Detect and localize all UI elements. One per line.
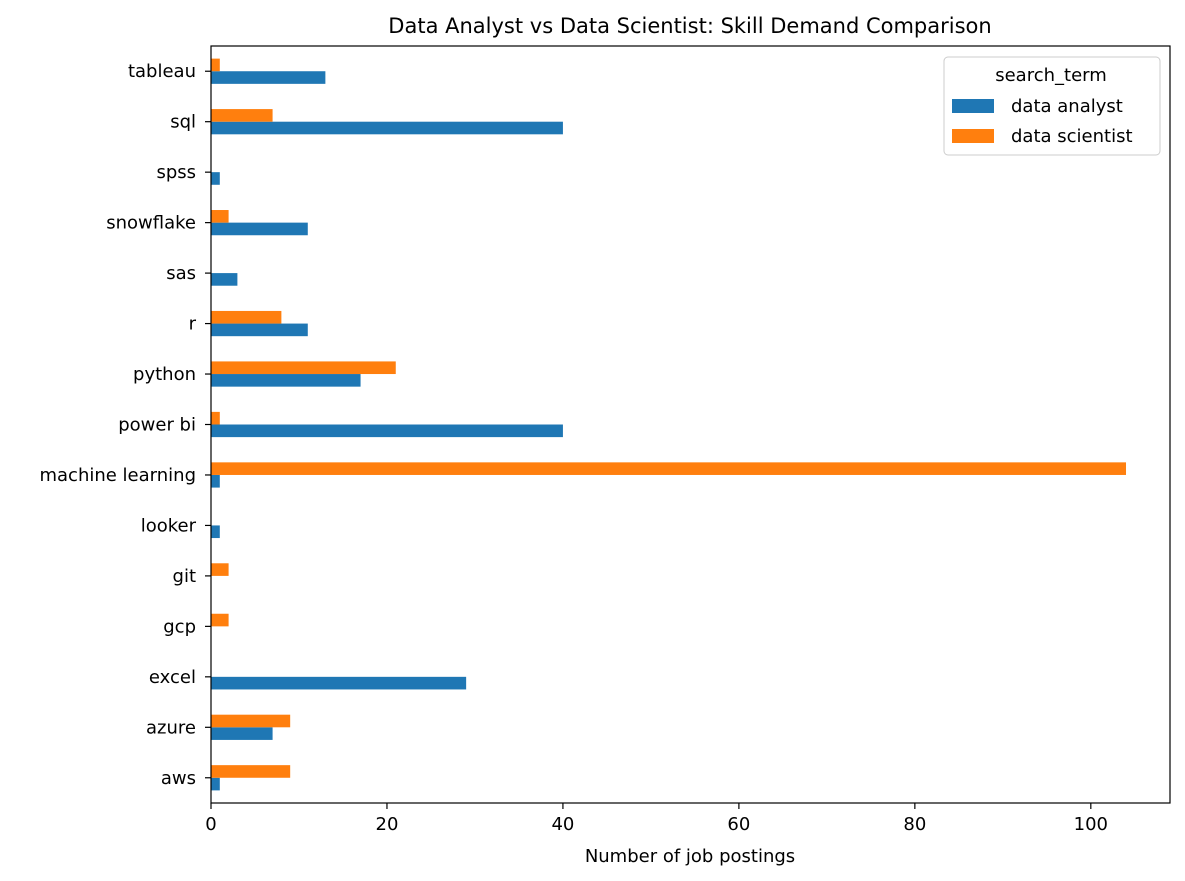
legend: search_term data analyst data scientist xyxy=(943,56,1161,156)
x-tick-label-80: 80 xyxy=(903,814,926,835)
bar-data-scientist-sql xyxy=(211,109,273,122)
y-tick-label-looker: looker xyxy=(141,515,197,536)
legend-box xyxy=(943,56,1161,156)
y-tick-label-aws: aws xyxy=(161,768,196,789)
chart-title: Data Analyst vs Data Scientist: Skill De… xyxy=(388,14,991,38)
y-tick-label-gcp: gcp xyxy=(163,616,196,637)
bar-data-scientist-machine-learning xyxy=(211,462,1127,475)
bar-data-scientist-r xyxy=(211,310,282,324)
bar-data-analyst-tableau xyxy=(211,71,326,84)
bar-data-scientist-gcp xyxy=(211,613,229,627)
x-axis-label: Number of job postings xyxy=(585,846,795,867)
legend-swatch-data-analyst xyxy=(952,99,994,113)
bar-data-analyst-azure xyxy=(211,727,273,740)
bar-data-analyst-excel xyxy=(211,676,467,690)
bar-data-analyst-r xyxy=(211,323,308,337)
x-tick-label-0: 0 xyxy=(205,814,216,835)
x-tick-label-20: 20 xyxy=(376,814,399,835)
legend-label-data-analyst: data analyst xyxy=(1011,96,1123,117)
y-tick-label-python: python xyxy=(133,364,196,385)
x-tick-label-40: 40 xyxy=(551,814,574,835)
bar-data-analyst-snowflake xyxy=(211,222,308,236)
bar-data-analyst-power-bi xyxy=(211,424,563,438)
bar-data-scientist-power-bi xyxy=(211,411,220,425)
y-tick-label-power-bi: power bi xyxy=(118,415,196,436)
bar-data-scientist-git xyxy=(211,563,229,576)
y-tick-label-tableau: tableau xyxy=(128,61,196,82)
legend-swatch-data-scientist xyxy=(952,129,994,143)
legend-title: search_term xyxy=(995,65,1107,86)
bar-data-scientist-python xyxy=(211,361,396,375)
bar-data-analyst-sql xyxy=(211,121,563,135)
y-tick-label-azure: azure xyxy=(146,717,196,738)
legend-label-data-scientist: data scientist xyxy=(1011,126,1133,147)
bar-data-analyst-looker xyxy=(211,525,220,539)
y-tick-label-sql: sql xyxy=(170,112,196,133)
bar-data-scientist-snowflake xyxy=(211,210,229,223)
y-tick-label-sas: sas xyxy=(166,263,196,284)
x-tick-label-100: 100 xyxy=(1074,814,1108,835)
x-axis: 0 20 40 60 80 100 xyxy=(205,803,1108,835)
y-axis: aws azure excel gcp git looker machine learnin… xyxy=(39,61,211,789)
bar-data-scientist-aws xyxy=(211,765,291,778)
y-tick-label-r: r xyxy=(189,314,197,335)
bar-data-analyst-machine-learning xyxy=(211,474,220,488)
y-tick-label-git: git xyxy=(173,566,196,587)
x-tick-label-60: 60 xyxy=(727,814,750,835)
bar-data-analyst-spss xyxy=(211,172,220,185)
bar-data-analyst-aws xyxy=(211,777,220,791)
bars-layer xyxy=(211,58,1127,791)
bar-data-analyst-sas xyxy=(211,273,238,286)
y-tick-label-snowflake: snowflake xyxy=(106,213,196,234)
bar-data-scientist-tableau xyxy=(211,58,220,72)
y-tick-label-spss: spss xyxy=(156,162,196,183)
bar-data-analyst-python xyxy=(211,374,361,387)
bar-data-scientist-azure xyxy=(211,714,291,728)
y-tick-label-excel: excel xyxy=(149,667,196,688)
y-tick-label-machine-learning: machine learning xyxy=(39,465,196,486)
